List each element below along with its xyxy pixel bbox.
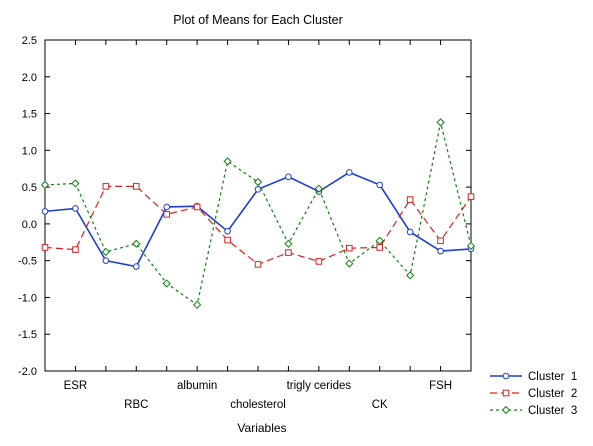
data-point-cluster-2 [163, 211, 171, 218]
data-point-cluster-2 [224, 236, 231, 244]
x-tick-label: ESR [64, 380, 88, 392]
data-point-cluster-3 [466, 241, 476, 251]
data-point-cluster-1 [376, 181, 384, 189]
data-point-cluster-1 [72, 205, 79, 212]
data-point-cluster-3 [132, 239, 141, 248]
y-tick-label: 2.0 [22, 72, 37, 84]
data-point-cluster-1 [437, 247, 444, 255]
x-tick-label: cholesterol [230, 399, 286, 411]
data-point-cluster-3 [436, 118, 445, 127]
data-point-cluster-2 [376, 244, 384, 251]
y-tick-label: -2.0 [18, 366, 37, 378]
data-point-cluster-3 [345, 259, 354, 268]
y-tick-label: 1.5 [22, 109, 37, 121]
data-point-cluster-2 [345, 244, 353, 252]
legend-label-cluster-2: Cluster 2 [528, 388, 577, 400]
series-cluster-2 [41, 183, 475, 268]
data-point-cluster-2 [437, 237, 444, 245]
data-point-cluster-3 [314, 184, 323, 193]
chart-title: Plot of Means for Each Cluster [173, 13, 343, 27]
data-point-cluster-3 [223, 157, 232, 166]
series-layer [40, 118, 476, 309]
data-point-cluster-1 [345, 169, 353, 176]
data-point-cluster-1 [254, 186, 262, 193]
data-point-cluster-1 [41, 208, 49, 215]
y-tick-label: 0.0 [22, 219, 37, 231]
legend-marker-cluster-1 [502, 372, 510, 380]
x-tick-label: CK [372, 399, 388, 411]
y-tick-label: 2.5 [22, 35, 37, 47]
legend-marker-cluster-3 [501, 405, 511, 415]
data-point-cluster-3 [253, 177, 263, 187]
data-point-cluster-1 [102, 257, 110, 264]
data-point-cluster-3 [375, 236, 384, 245]
data-point-cluster-1 [224, 227, 231, 235]
data-point-cluster-2 [406, 196, 414, 203]
legend-label-cluster-1: Cluster 1 [528, 371, 577, 383]
x-tick-label: albumin [177, 380, 217, 392]
data-point-cluster-3 [101, 247, 110, 256]
series-cluster-3 [40, 118, 476, 309]
y-tick-label: 0.5 [22, 182, 37, 194]
y-tick-label: 1.0 [22, 145, 37, 157]
legend: Cluster 1 Cluster 2 Cluster 3 [490, 371, 577, 417]
data-point-cluster-3 [71, 179, 80, 188]
x-axis-label: Variables [237, 421, 286, 435]
data-point-cluster-3 [284, 239, 293, 248]
data-point-cluster-2 [467, 193, 475, 200]
data-point-cluster-2 [193, 203, 201, 211]
data-point-cluster-2 [41, 244, 49, 251]
legend-label-cluster-3: Cluster 3 [528, 405, 577, 417]
data-point-cluster-1 [285, 173, 292, 181]
data-point-cluster-3 [162, 279, 171, 288]
data-point-cluster-3 [40, 180, 50, 190]
y-tick-label: -1.5 [18, 329, 37, 341]
legend-marker-cluster-2 [502, 389, 510, 397]
data-point-cluster-1 [163, 203, 171, 211]
x-tick-label: FSH [429, 380, 452, 392]
data-point-cluster-2 [285, 249, 292, 256]
x-tick-label: trigly cerides [287, 380, 352, 392]
data-point-cluster-2 [132, 183, 140, 190]
data-point-cluster-1 [406, 228, 414, 236]
data-point-cluster-2 [254, 261, 262, 268]
y-tick-label: -0.5 [18, 256, 37, 268]
x-tick-label: RBC [124, 399, 148, 411]
y-tick-label: -1.0 [18, 292, 37, 304]
data-point-cluster-3 [406, 271, 415, 280]
data-point-cluster-1 [132, 263, 140, 270]
data-point-cluster-2 [102, 183, 110, 190]
data-point-cluster-2 [72, 246, 79, 253]
series-line-cluster-3 [44, 122, 472, 306]
data-point-cluster-3 [193, 300, 202, 309]
data-point-cluster-2 [315, 258, 323, 265]
y-axis: 2.5 2.0 1.5 1.0 0.5 0.0 -0.5 -1.0 -1.5 -2.0 [18, 35, 471, 378]
